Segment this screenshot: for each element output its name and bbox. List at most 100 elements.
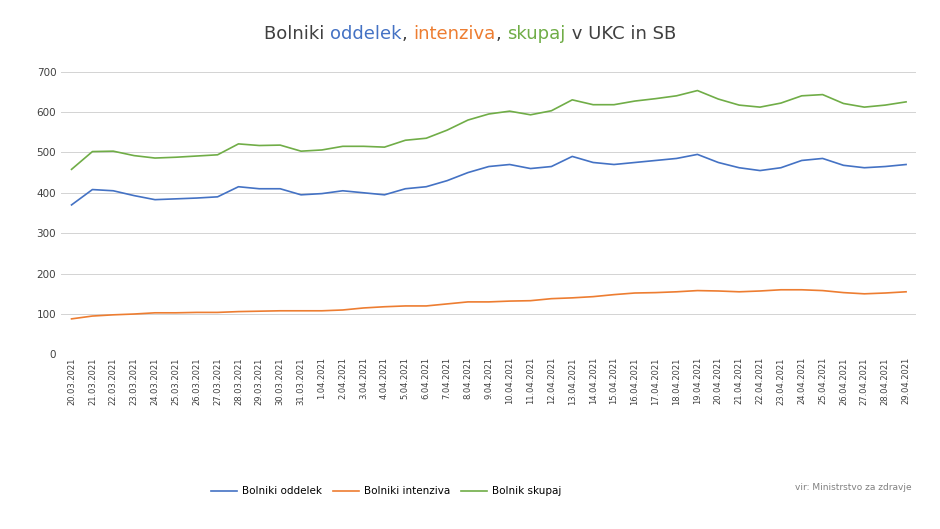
Bolniki intenziva xyxy=(859,290,870,297)
Bolniki intenziva xyxy=(149,309,161,316)
Bolnik skupaj xyxy=(776,100,787,106)
Text: ,: , xyxy=(402,25,414,43)
Bolniki oddelek xyxy=(129,193,140,199)
Bolniki oddelek xyxy=(295,191,306,198)
Bolniki oddelek xyxy=(838,162,849,168)
Bolniki intenziva xyxy=(274,308,286,314)
Bolnik skupaj xyxy=(838,101,849,107)
Bolniki intenziva xyxy=(796,287,807,293)
Bolniki oddelek xyxy=(671,156,682,162)
Bolnik skupaj xyxy=(525,112,536,118)
Bolnik skupaj xyxy=(671,93,682,99)
Bolniki oddelek xyxy=(86,186,98,193)
Bolniki oddelek xyxy=(254,186,265,192)
Text: oddelek: oddelek xyxy=(330,25,402,43)
Bolniki oddelek xyxy=(588,159,599,166)
Bolniki intenziva xyxy=(379,304,390,310)
Bolniki oddelek xyxy=(316,190,327,197)
Bolniki intenziva xyxy=(462,299,474,305)
Bolniki intenziva xyxy=(254,308,265,314)
Bolniki oddelek xyxy=(420,184,431,190)
Bolniki oddelek xyxy=(442,178,453,184)
Bolnik skupaj xyxy=(212,152,223,158)
Bolniki intenziva xyxy=(233,308,244,315)
Bolnik skupaj xyxy=(608,102,619,108)
Bolniki intenziva xyxy=(66,316,77,322)
Bolniki intenziva xyxy=(901,289,912,295)
Bolnik skupaj xyxy=(588,102,599,108)
Bolnik skupaj xyxy=(107,148,118,154)
Bolniki intenziva xyxy=(420,303,431,309)
Bolniki intenziva xyxy=(546,296,557,302)
Bolniki oddelek xyxy=(233,184,244,190)
Bolnik skupaj xyxy=(420,135,431,141)
Bolniki intenziva xyxy=(608,291,619,298)
Bolnik skupaj xyxy=(86,149,98,155)
Bolnik skupaj xyxy=(149,155,161,161)
Bolnik skupaj xyxy=(191,153,202,159)
Bolnik skupaj xyxy=(337,143,349,150)
Bolniki oddelek xyxy=(629,159,640,166)
Bolniki oddelek xyxy=(692,151,703,158)
Bolniki oddelek xyxy=(650,157,662,163)
Bolnik skupaj xyxy=(442,127,453,133)
Bolniki intenziva xyxy=(358,305,369,311)
Bolniki intenziva xyxy=(400,303,411,309)
Line: Bolniki intenziva: Bolniki intenziva xyxy=(71,290,906,319)
Bolnik skupaj xyxy=(650,95,662,102)
Bolniki intenziva xyxy=(838,289,849,296)
Text: vir: Ministrstvo za zdravje: vir: Ministrstvo za zdravje xyxy=(795,483,912,492)
Bolnik skupaj xyxy=(733,102,744,108)
Bolnik skupaj xyxy=(379,144,390,150)
Bolniki oddelek xyxy=(107,188,118,194)
Bolniki intenziva xyxy=(650,289,662,296)
Bolniki intenziva xyxy=(817,287,828,294)
Bolnik skupaj xyxy=(755,104,766,111)
Bolnik skupaj xyxy=(483,111,494,117)
Bolnik skupaj xyxy=(713,96,724,102)
Bolnik skupaj xyxy=(880,102,891,108)
Text: ,: , xyxy=(495,25,507,43)
Text: intenziva: intenziva xyxy=(414,25,495,43)
Bolniki oddelek xyxy=(504,161,515,168)
Bolniki oddelek xyxy=(462,169,474,176)
Bolniki oddelek xyxy=(379,191,390,198)
Bolniki intenziva xyxy=(525,297,536,304)
Bolniki oddelek xyxy=(212,194,223,200)
Bolniki oddelek xyxy=(567,153,578,160)
Bolniki intenziva xyxy=(129,311,140,317)
Bolniki oddelek xyxy=(755,167,766,174)
Bolnik skupaj xyxy=(129,152,140,159)
Bolniki intenziva xyxy=(692,287,703,294)
Bolniki intenziva xyxy=(567,295,578,301)
Bolnik skupaj xyxy=(400,137,411,143)
Bolniki oddelek xyxy=(796,157,807,163)
Bolnik skupaj xyxy=(504,108,515,114)
Bolniki intenziva xyxy=(713,288,724,294)
Bolniki intenziva xyxy=(776,287,787,293)
Bolnik skupaj xyxy=(629,98,640,104)
Bolniki oddelek xyxy=(400,186,411,192)
Bolniki intenziva xyxy=(86,313,98,319)
Bolniki oddelek xyxy=(733,165,744,171)
Text: v UKC in SB: v UKC in SB xyxy=(566,25,676,43)
Bolniki oddelek xyxy=(358,189,369,196)
Bolnik skupaj xyxy=(233,141,244,147)
Bolniki intenziva xyxy=(671,289,682,295)
Bolniki intenziva xyxy=(295,308,306,314)
Bolnik skupaj xyxy=(274,142,286,148)
Bolniki oddelek xyxy=(817,156,828,162)
Bolnik skupaj xyxy=(170,154,181,160)
Bolnik skupaj xyxy=(692,87,703,94)
Bolniki oddelek xyxy=(713,159,724,166)
Bolniki oddelek xyxy=(546,163,557,170)
Bolnik skupaj xyxy=(567,97,578,103)
Legend: Bolniki oddelek, Bolniki intenziva, Bolnik skupaj: Bolniki oddelek, Bolniki intenziva, Boln… xyxy=(207,482,566,500)
Bolniki intenziva xyxy=(588,294,599,300)
Bolniki intenziva xyxy=(880,290,891,296)
Bolniki intenziva xyxy=(483,299,494,305)
Bolniki oddelek xyxy=(525,166,536,172)
Bolniki oddelek xyxy=(859,165,870,171)
Bolniki oddelek xyxy=(901,161,912,168)
Bolniki oddelek xyxy=(880,163,891,170)
